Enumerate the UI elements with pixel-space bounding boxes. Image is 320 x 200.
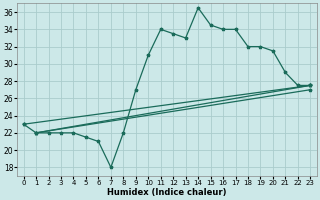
X-axis label: Humidex (Indice chaleur): Humidex (Indice chaleur): [107, 188, 227, 197]
